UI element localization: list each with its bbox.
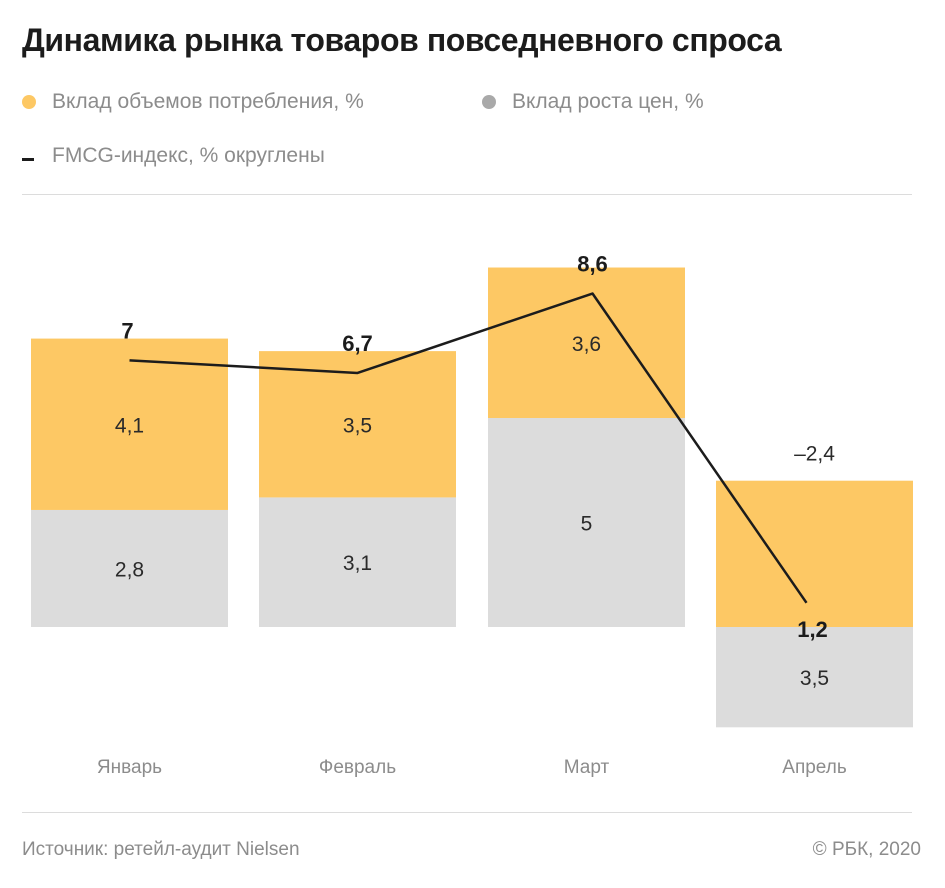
yellow-dot-icon xyxy=(22,95,36,109)
gray-dot-icon xyxy=(482,95,496,109)
top-divider xyxy=(22,194,912,195)
volume-value-label: –2,4 xyxy=(794,443,835,466)
price-value-label: 3,1 xyxy=(343,552,372,575)
legend-volume-label: Вклад объемов потребления, % xyxy=(52,90,364,113)
volume-bar xyxy=(488,267,685,418)
chart-title: Динамика рынка товаров повседневного спр… xyxy=(22,22,782,58)
fmcg-index-line xyxy=(129,292,808,604)
price-bar xyxy=(259,497,456,627)
x-tick-label: Март xyxy=(564,757,610,778)
source-note: Источник: ретейл-аудит Nielsen xyxy=(22,839,300,860)
volume-value-label: 3,5 xyxy=(343,414,372,437)
index-value-label: 1,2 xyxy=(797,617,828,642)
volume-value-label: 4,1 xyxy=(115,414,144,437)
price-bar xyxy=(716,627,913,728)
price-bar xyxy=(31,509,228,627)
index-value-label: 7 xyxy=(121,318,133,343)
legend-index-label: FMCG-индекс, % округлены xyxy=(52,144,325,167)
price-value-label: 3,5 xyxy=(800,667,829,690)
copyright: © РБК, 2020 xyxy=(812,839,921,860)
price-bar xyxy=(488,418,685,627)
legend-price: Вклад роста цен, % xyxy=(482,90,704,114)
x-tick-label: Апрель xyxy=(782,757,847,778)
volume-bar xyxy=(31,338,228,510)
volume-value-label: 3,6 xyxy=(572,333,601,356)
x-tick-label: Январь xyxy=(97,757,162,778)
line-dash-icon xyxy=(22,157,34,161)
volume-bar xyxy=(716,480,913,627)
index-value-label: 6,7 xyxy=(342,331,373,356)
volume-bar xyxy=(259,351,456,498)
legend-price-label: Вклад роста цен, % xyxy=(512,90,704,113)
bottom-divider xyxy=(22,812,912,813)
index-value-label: 8,6 xyxy=(577,252,608,277)
price-value-label: 2,8 xyxy=(115,558,144,581)
legend-volume: Вклад объемов потребления, % xyxy=(22,90,364,114)
x-tick-label: Февраль xyxy=(319,757,396,778)
legend-index: FMCG-индекс, % округлены xyxy=(22,144,325,168)
price-value-label: 5 xyxy=(581,513,593,536)
chart-plot: 4,1 2,8 Январь 3,5 3,1 Февраль 3,6 5 Март –2,4 3,5… xyxy=(31,252,913,778)
